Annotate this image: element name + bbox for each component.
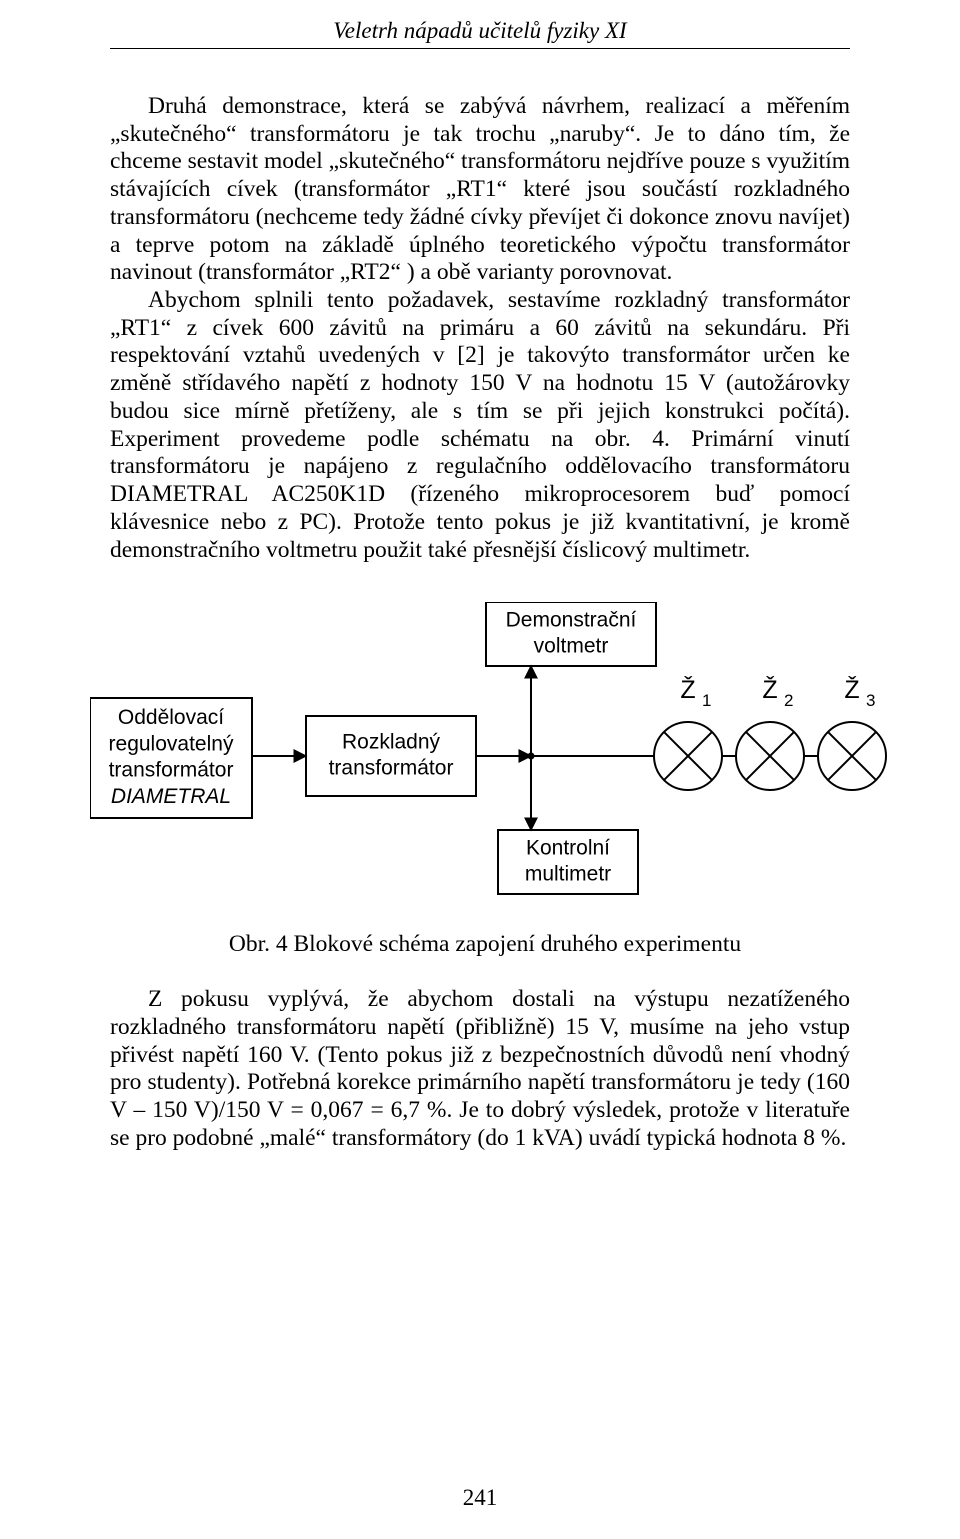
svg-text:multimetr: multimetr [525,863,611,886]
paragraph-3: Z pokusu vyplývá, že abychom dostali na … [110,986,850,1152]
body-text: Druhá demonstrace, která se zabývá návrh… [110,93,850,564]
svg-text:regulovatelný: regulovatelný [109,733,234,756]
block-diagram: Oddělovací regulovatelný transformátor DIAM… [90,602,880,958]
diagram-svg: Oddělovací regulovatelný transformátor DIAM… [90,602,890,902]
svg-text:2: 2 [784,691,793,710]
paragraph-1: Druhá demonstrace, která se zabývá návrh… [110,93,850,287]
svg-text:voltmetr: voltmetr [534,635,609,658]
page: Veletrh nápadů učitelů fyziky XI Druhá d… [0,0,960,1539]
page-number: 241 [0,1485,960,1511]
svg-text:Oddělovací: Oddělovací [118,706,224,729]
svg-text:transformátor: transformátor [329,757,454,780]
paragraph-2: Abychom splnili tento požadavek, sestaví… [110,287,850,564]
running-head: Veletrh nápadů učitelů fyziky XI [110,18,850,49]
svg-text:Demonstrační: Demonstrační [506,609,637,632]
svg-text:Ž: Ž [844,675,859,704]
svg-text:DIAMETRAL: DIAMETRAL [111,785,231,808]
svg-text:Rozkladný: Rozkladný [342,731,441,754]
figure-caption: Obr. 4 Blokové schéma zapojení druhého e… [90,931,880,958]
svg-text:3: 3 [866,691,875,710]
svg-text:transformátor: transformátor [109,759,234,782]
svg-text:1: 1 [702,691,711,710]
svg-text:Kontrolní: Kontrolní [526,837,610,860]
body-text-2: Z pokusu vyplývá, že abychom dostali na … [110,986,850,1152]
svg-text:Ž: Ž [762,675,777,704]
svg-text:Ž: Ž [680,675,695,704]
